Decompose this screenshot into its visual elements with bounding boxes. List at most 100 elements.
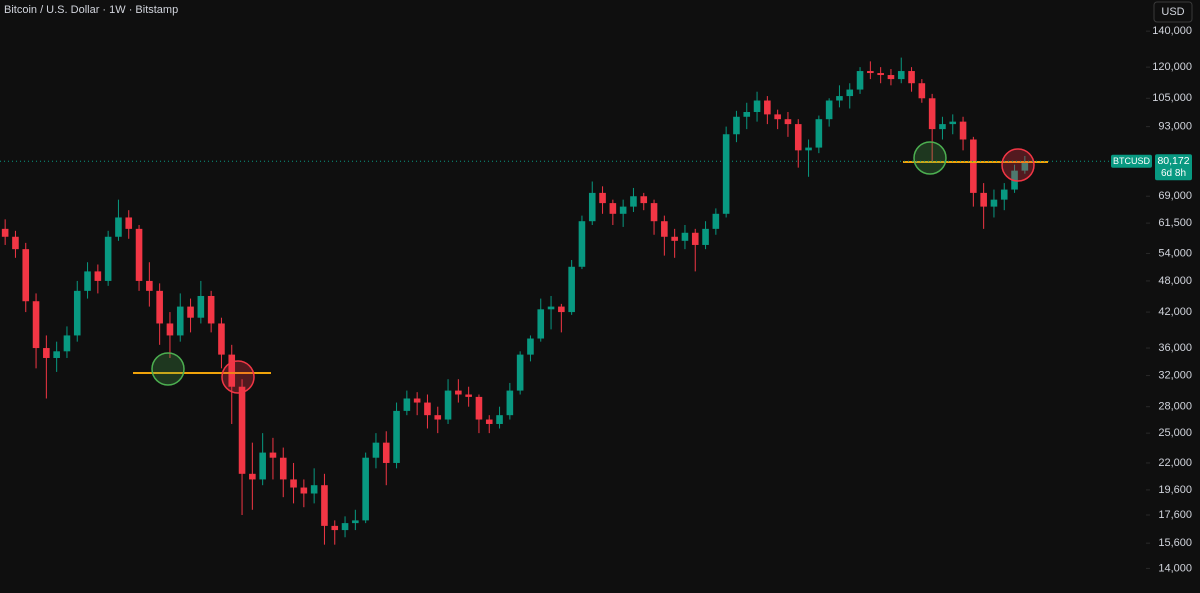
candle-body <box>650 203 658 222</box>
red-circle <box>221 360 255 394</box>
candle-body <box>846 89 854 97</box>
candle-body <box>939 124 946 130</box>
candle-body <box>949 121 957 125</box>
green-circle <box>913 141 947 175</box>
candle-body <box>496 415 503 424</box>
y-tick-label: 140,000 <box>1152 25 1192 37</box>
symbol-tag <box>1111 154 1152 168</box>
candle-body <box>877 73 884 76</box>
candle-body <box>475 396 483 420</box>
candle-body <box>218 323 225 355</box>
candle-body <box>104 236 112 281</box>
candle-body <box>300 487 308 494</box>
candle-body <box>990 199 998 207</box>
green-circle <box>151 352 185 386</box>
y-tick-label: 19,600 <box>1158 484 1192 496</box>
price-tag <box>1155 154 1192 181</box>
candle-body <box>135 228 143 281</box>
candle-body <box>73 290 81 336</box>
candle-body <box>588 192 596 222</box>
drawings <box>133 141 1048 394</box>
candle-body <box>63 335 71 352</box>
candle-body <box>558 306 565 313</box>
y-tick-label: 14,000 <box>1158 562 1192 574</box>
currency-button[interactable] <box>1153 1 1193 23</box>
candle-body <box>681 232 689 241</box>
red-circle <box>1001 148 1035 182</box>
candle-body <box>176 306 184 336</box>
candle-body <box>115 217 122 237</box>
candle-body <box>547 306 555 310</box>
candle-body <box>722 134 730 214</box>
candle-body <box>321 485 328 526</box>
y-tick-label: 42,000 <box>1158 306 1192 318</box>
candle-body <box>568 266 575 313</box>
candle-body <box>465 394 472 397</box>
candle-body <box>743 112 751 117</box>
candle-body <box>166 323 174 336</box>
candle-body <box>362 457 369 521</box>
candle-body <box>970 139 977 193</box>
y-tick-label: 36,000 <box>1158 342 1192 354</box>
candle-body <box>753 100 761 113</box>
y-tick-label: 61,500 <box>1158 217 1192 229</box>
candle-body <box>413 398 421 403</box>
candle-body <box>382 442 390 463</box>
candle-body <box>455 390 462 395</box>
candle-body <box>640 196 648 204</box>
candle-body <box>146 280 153 291</box>
candle-body <box>516 354 524 391</box>
candle-body <box>1000 189 1008 200</box>
candle-body <box>712 213 720 229</box>
candle-body <box>53 351 60 358</box>
candle-body <box>444 390 452 420</box>
currency-label[interactable]: USD <box>1161 6 1184 18</box>
y-tick-label: 28,000 <box>1158 401 1192 413</box>
candle-body <box>22 249 30 302</box>
candle-body <box>12 236 19 250</box>
candles <box>1 57 1029 545</box>
candle-body <box>784 119 792 125</box>
candle-body <box>609 203 617 214</box>
candle-body <box>43 348 50 358</box>
candle-body <box>774 114 781 120</box>
candle-body <box>393 410 400 463</box>
candle-body <box>887 75 895 80</box>
candle-body <box>238 386 246 474</box>
candle-body <box>506 390 514 416</box>
candle-body <box>269 452 277 458</box>
candle-body <box>279 457 287 480</box>
symbol-label: BTCUSD <box>1113 156 1151 166</box>
candle-body <box>94 271 102 281</box>
candle-body <box>352 520 359 524</box>
candle-body <box>1021 161 1029 171</box>
candle-body <box>156 290 163 324</box>
y-tick-label: 17,600 <box>1158 509 1192 521</box>
candle-body <box>867 71 874 74</box>
candle-body <box>310 485 318 494</box>
candle-body <box>671 236 678 241</box>
candle-body <box>733 116 740 135</box>
candle-body <box>805 147 812 151</box>
last-price-label: 80,172 <box>1157 155 1189 167</box>
candle-body <box>928 98 936 130</box>
candle-body <box>599 192 606 204</box>
candle-body <box>32 301 40 349</box>
candle-body <box>403 398 411 411</box>
candle-body <box>485 419 493 424</box>
candle-body <box>661 221 668 237</box>
candle-body <box>856 71 864 90</box>
y-tick-label: 22,000 <box>1158 457 1192 469</box>
candle-body <box>1 228 9 237</box>
candle-body <box>815 119 823 148</box>
candle-body <box>630 196 637 207</box>
candle-body <box>207 295 215 324</box>
candle-body <box>249 473 256 480</box>
candle-body <box>424 402 431 416</box>
candle-body <box>125 217 133 229</box>
candle-body <box>187 306 194 318</box>
candle-body <box>197 295 205 318</box>
candle-body <box>764 100 771 115</box>
y-tick-label: 25,000 <box>1158 427 1192 439</box>
candle-body <box>228 354 236 387</box>
